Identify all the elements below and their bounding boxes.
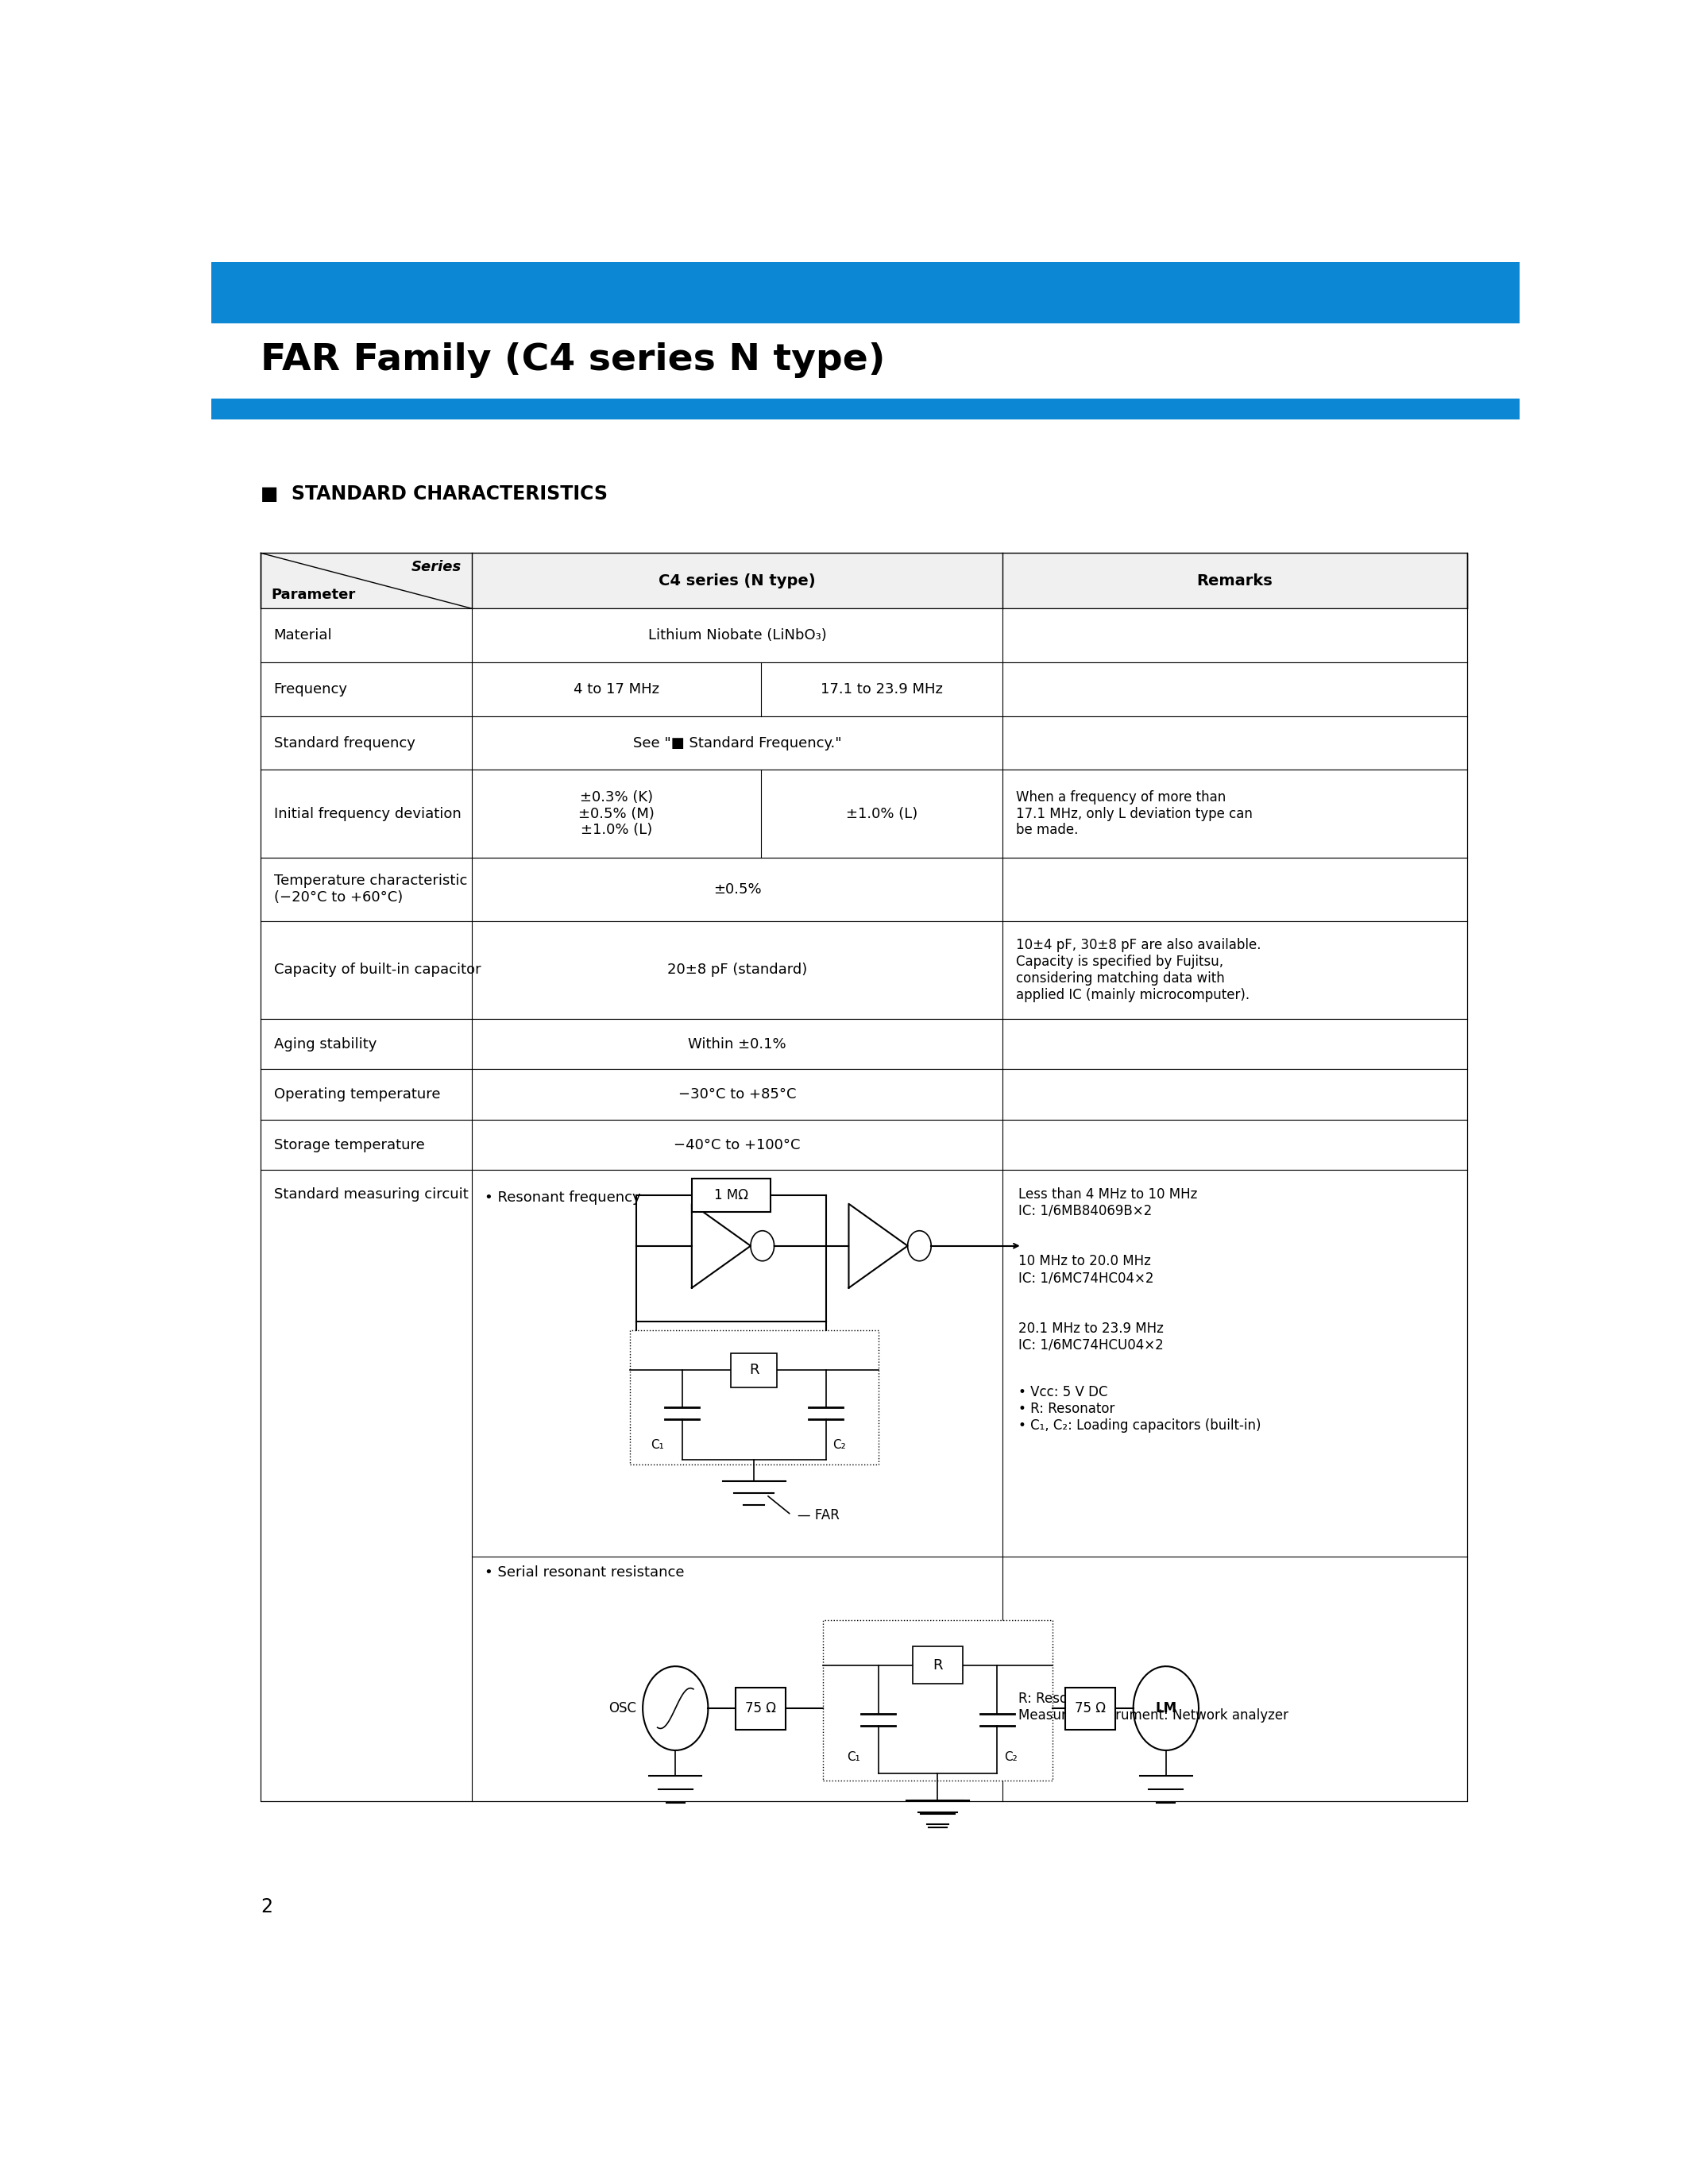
Bar — [736, 1688, 785, 1730]
Text: 4 to 17 MHz: 4 to 17 MHz — [574, 681, 660, 697]
Text: 2: 2 — [260, 1898, 273, 1915]
Bar — [824, 1621, 1052, 1780]
Text: FAR Family (C4 series N type): FAR Family (C4 series N type) — [260, 343, 886, 378]
Bar — [731, 1354, 776, 1387]
Bar — [260, 609, 1467, 662]
Text: • Resonant frequency: • Resonant frequency — [484, 1190, 641, 1206]
Text: — FAR: — FAR — [798, 1507, 839, 1522]
Text: C₂: C₂ — [1004, 1752, 1018, 1762]
Text: ±0.5%: ±0.5% — [712, 882, 761, 895]
Text: Operating temperature: Operating temperature — [273, 1088, 441, 1101]
Bar — [260, 1120, 1467, 1171]
Text: C₁: C₁ — [847, 1752, 859, 1762]
Text: ■  STANDARD CHARACTERISTICS: ■ STANDARD CHARACTERISTICS — [260, 485, 608, 505]
Text: Storage temperature: Storage temperature — [273, 1138, 424, 1153]
Text: See "■ Standard Frequency.": See "■ Standard Frequency." — [633, 736, 841, 749]
Text: Temperature characteristic
(−20°C to +60°C): Temperature characteristic (−20°C to +60… — [273, 874, 468, 904]
Text: Parameter: Parameter — [272, 587, 356, 603]
Text: 75 Ω: 75 Ω — [1075, 1701, 1106, 1714]
Text: Initial frequency deviation: Initial frequency deviation — [273, 806, 461, 821]
Bar — [260, 1070, 1467, 1120]
Text: LM: LM — [1155, 1701, 1177, 1714]
Bar — [1065, 1688, 1116, 1730]
Text: Less than 4 MHz to 10 MHz
IC: 1/6MB84069B×2: Less than 4 MHz to 10 MHz IC: 1/6MB84069… — [1018, 1188, 1197, 1219]
Bar — [260, 553, 1467, 609]
Text: 17.1 to 23.9 MHz: 17.1 to 23.9 MHz — [820, 681, 944, 697]
Text: Lithium Niobate (LiNbO₃): Lithium Niobate (LiNbO₃) — [648, 629, 827, 642]
Text: 75 Ω: 75 Ω — [744, 1701, 776, 1714]
Text: 10±4 pF, 30±8 pF are also available.
Capacity is specified by Fujitsu,
consideri: 10±4 pF, 30±8 pF are also available. Cap… — [1016, 939, 1261, 1002]
Text: 20±8 pF (standard): 20±8 pF (standard) — [667, 963, 807, 976]
Text: C₂: C₂ — [832, 1439, 846, 1450]
Bar — [260, 716, 1467, 771]
Text: R: Resonator
Measuring instrument: Network analyzer: R: Resonator Measuring instrument: Netwo… — [1018, 1690, 1288, 1723]
Text: OSC: OSC — [608, 1701, 636, 1714]
Text: Remarks: Remarks — [1197, 572, 1273, 587]
Text: R: R — [933, 1658, 942, 1673]
Text: Within ±0.1%: Within ±0.1% — [689, 1037, 787, 1051]
Bar — [260, 1171, 1467, 1802]
Bar — [260, 771, 1467, 858]
Text: • Serial resonant resistance: • Serial resonant resistance — [484, 1566, 685, 1579]
Bar — [692, 1179, 770, 1212]
Text: Standard frequency: Standard frequency — [273, 736, 415, 749]
Text: 10 MHz to 20.0 MHz
IC: 1/6MC74HC04×2: 10 MHz to 20.0 MHz IC: 1/6MC74HC04×2 — [1018, 1254, 1153, 1284]
Text: ±1.0% (L): ±1.0% (L) — [846, 806, 918, 821]
Text: −40°C to +100°C: −40°C to +100°C — [674, 1138, 800, 1153]
Text: When a frequency of more than
17.1 MHz, only L deviation type can
be made.: When a frequency of more than 17.1 MHz, … — [1016, 791, 1252, 836]
Bar — [211, 262, 1519, 323]
Bar — [260, 922, 1467, 1020]
Bar — [260, 858, 1467, 922]
Text: Series: Series — [412, 559, 461, 574]
Text: C₁: C₁ — [650, 1439, 663, 1450]
Bar — [260, 1020, 1467, 1070]
Text: −30°C to +85°C: −30°C to +85°C — [679, 1088, 797, 1101]
Text: Capacity of built-in capacitor: Capacity of built-in capacitor — [273, 963, 481, 976]
Text: • Vcc: 5 V DC
• R: Resonator
• C₁, C₂: Loading capacitors (built-in): • Vcc: 5 V DC • R: Resonator • C₁, C₂: L… — [1018, 1385, 1261, 1433]
Text: Standard measuring circuit: Standard measuring circuit — [273, 1188, 468, 1201]
Text: Frequency: Frequency — [273, 681, 348, 697]
Bar — [913, 1647, 962, 1684]
Text: R: R — [749, 1363, 760, 1378]
Text: ±0.3% (K)
±0.5% (M)
±1.0% (L): ±0.3% (K) ±0.5% (M) ±1.0% (L) — [579, 791, 655, 836]
Text: C4 series (N type): C4 series (N type) — [658, 572, 815, 587]
Bar — [260, 662, 1467, 716]
Text: 1 MΩ: 1 MΩ — [714, 1188, 748, 1203]
Text: Aging stability: Aging stability — [273, 1037, 376, 1051]
Text: Material: Material — [273, 629, 333, 642]
Bar — [630, 1330, 878, 1465]
Bar — [211, 397, 1519, 419]
Text: 20.1 MHz to 23.9 MHz
IC: 1/6MC74HCU04×2: 20.1 MHz to 23.9 MHz IC: 1/6MC74HCU04×2 — [1018, 1321, 1163, 1352]
